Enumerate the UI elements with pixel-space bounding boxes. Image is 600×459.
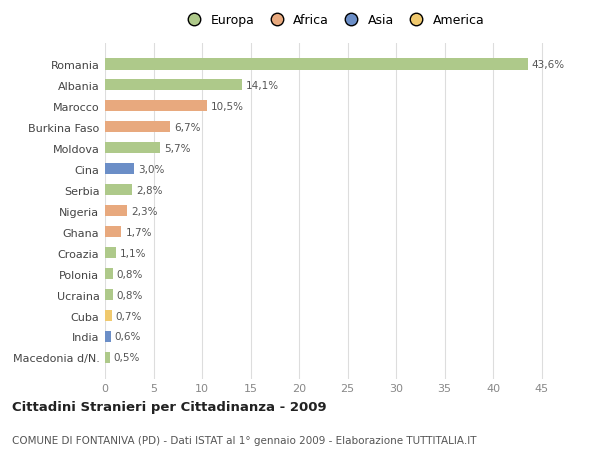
- Text: 1,7%: 1,7%: [125, 227, 152, 237]
- Bar: [105, 185, 132, 196]
- Text: 2,8%: 2,8%: [136, 185, 163, 195]
- Bar: [105, 310, 112, 322]
- Legend: Europa, Africa, Asia, America: Europa, Africa, Asia, America: [178, 10, 488, 31]
- Bar: [105, 289, 113, 301]
- Bar: [105, 205, 127, 217]
- Text: 0,8%: 0,8%: [116, 290, 143, 300]
- Text: 1,1%: 1,1%: [119, 248, 146, 258]
- Text: COMUNE DI FONTANIVA (PD) - Dati ISTAT al 1° gennaio 2009 - Elaborazione TUTTITAL: COMUNE DI FONTANIVA (PD) - Dati ISTAT al…: [12, 435, 476, 445]
- Text: 0,5%: 0,5%: [114, 353, 140, 363]
- Text: 14,1%: 14,1%: [245, 80, 279, 90]
- Text: Cittadini Stranieri per Cittadinanza - 2009: Cittadini Stranieri per Cittadinanza - 2…: [12, 400, 326, 413]
- Bar: [105, 352, 110, 364]
- Text: 10,5%: 10,5%: [211, 101, 244, 112]
- Text: 2,3%: 2,3%: [131, 206, 158, 216]
- Text: 0,6%: 0,6%: [115, 332, 141, 342]
- Bar: [105, 59, 528, 70]
- Bar: [105, 268, 113, 280]
- Text: 0,7%: 0,7%: [116, 311, 142, 321]
- Text: 0,8%: 0,8%: [116, 269, 143, 279]
- Bar: [105, 163, 134, 175]
- Bar: [105, 101, 207, 112]
- Bar: [105, 122, 170, 133]
- Text: 3,0%: 3,0%: [138, 164, 164, 174]
- Text: 5,7%: 5,7%: [164, 143, 191, 153]
- Bar: [105, 80, 242, 91]
- Bar: [105, 331, 111, 342]
- Text: 43,6%: 43,6%: [532, 60, 565, 70]
- Bar: [105, 247, 116, 259]
- Bar: [105, 143, 160, 154]
- Text: 6,7%: 6,7%: [174, 123, 200, 132]
- Bar: [105, 226, 121, 238]
